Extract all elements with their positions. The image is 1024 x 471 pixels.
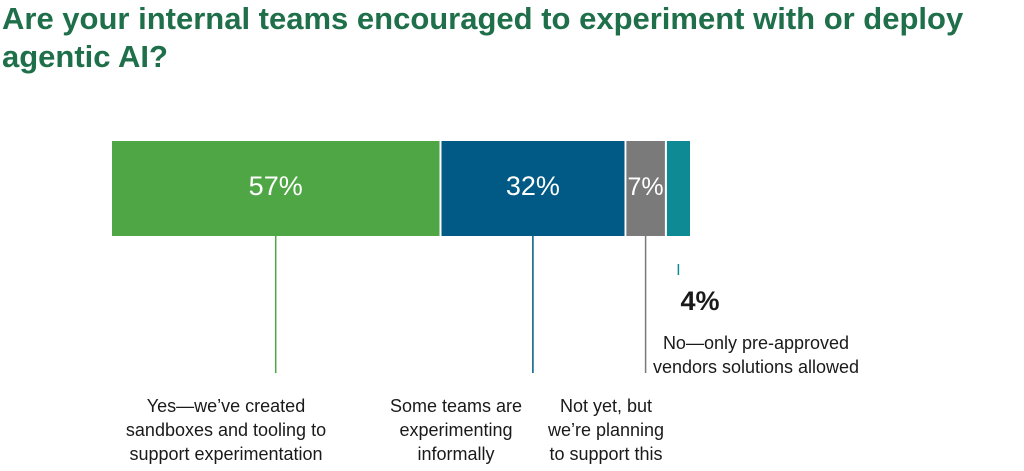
category-label-2-line-2: experimenting xyxy=(399,420,512,440)
category-label-1-line-2: sandboxes and tooling to xyxy=(126,420,326,440)
category-label-3-line-1: Not yet, but xyxy=(560,396,652,416)
value-label-4: 4% xyxy=(680,286,719,316)
value-label-2: 32% xyxy=(506,171,560,201)
bar-segment-1 xyxy=(112,141,440,236)
category-label-1-line-3: support experimentation xyxy=(129,444,322,464)
value-label-3: 7% xyxy=(628,173,664,201)
category-label-3-line-3: to support this xyxy=(549,444,662,464)
bar-segment-2 xyxy=(441,141,625,236)
bar-segment-3 xyxy=(626,141,665,236)
chart-title: Are your internal teams encouraged to ex… xyxy=(2,1,964,74)
value-label-1: 57% xyxy=(249,171,303,201)
bar-segment-4 xyxy=(666,141,690,236)
category-label-3-line-2: we’re planning xyxy=(547,420,664,440)
category-label-2-line-3: informally xyxy=(417,444,494,464)
category-label-2-line-1: Some teams are xyxy=(390,396,522,416)
category-label-1-line-1: Yes—we’ve created xyxy=(147,396,305,416)
category-label-4-line-1: No—only pre-approved xyxy=(663,333,849,353)
category-label-4-line-2: vendors solutions allowed xyxy=(653,357,859,377)
